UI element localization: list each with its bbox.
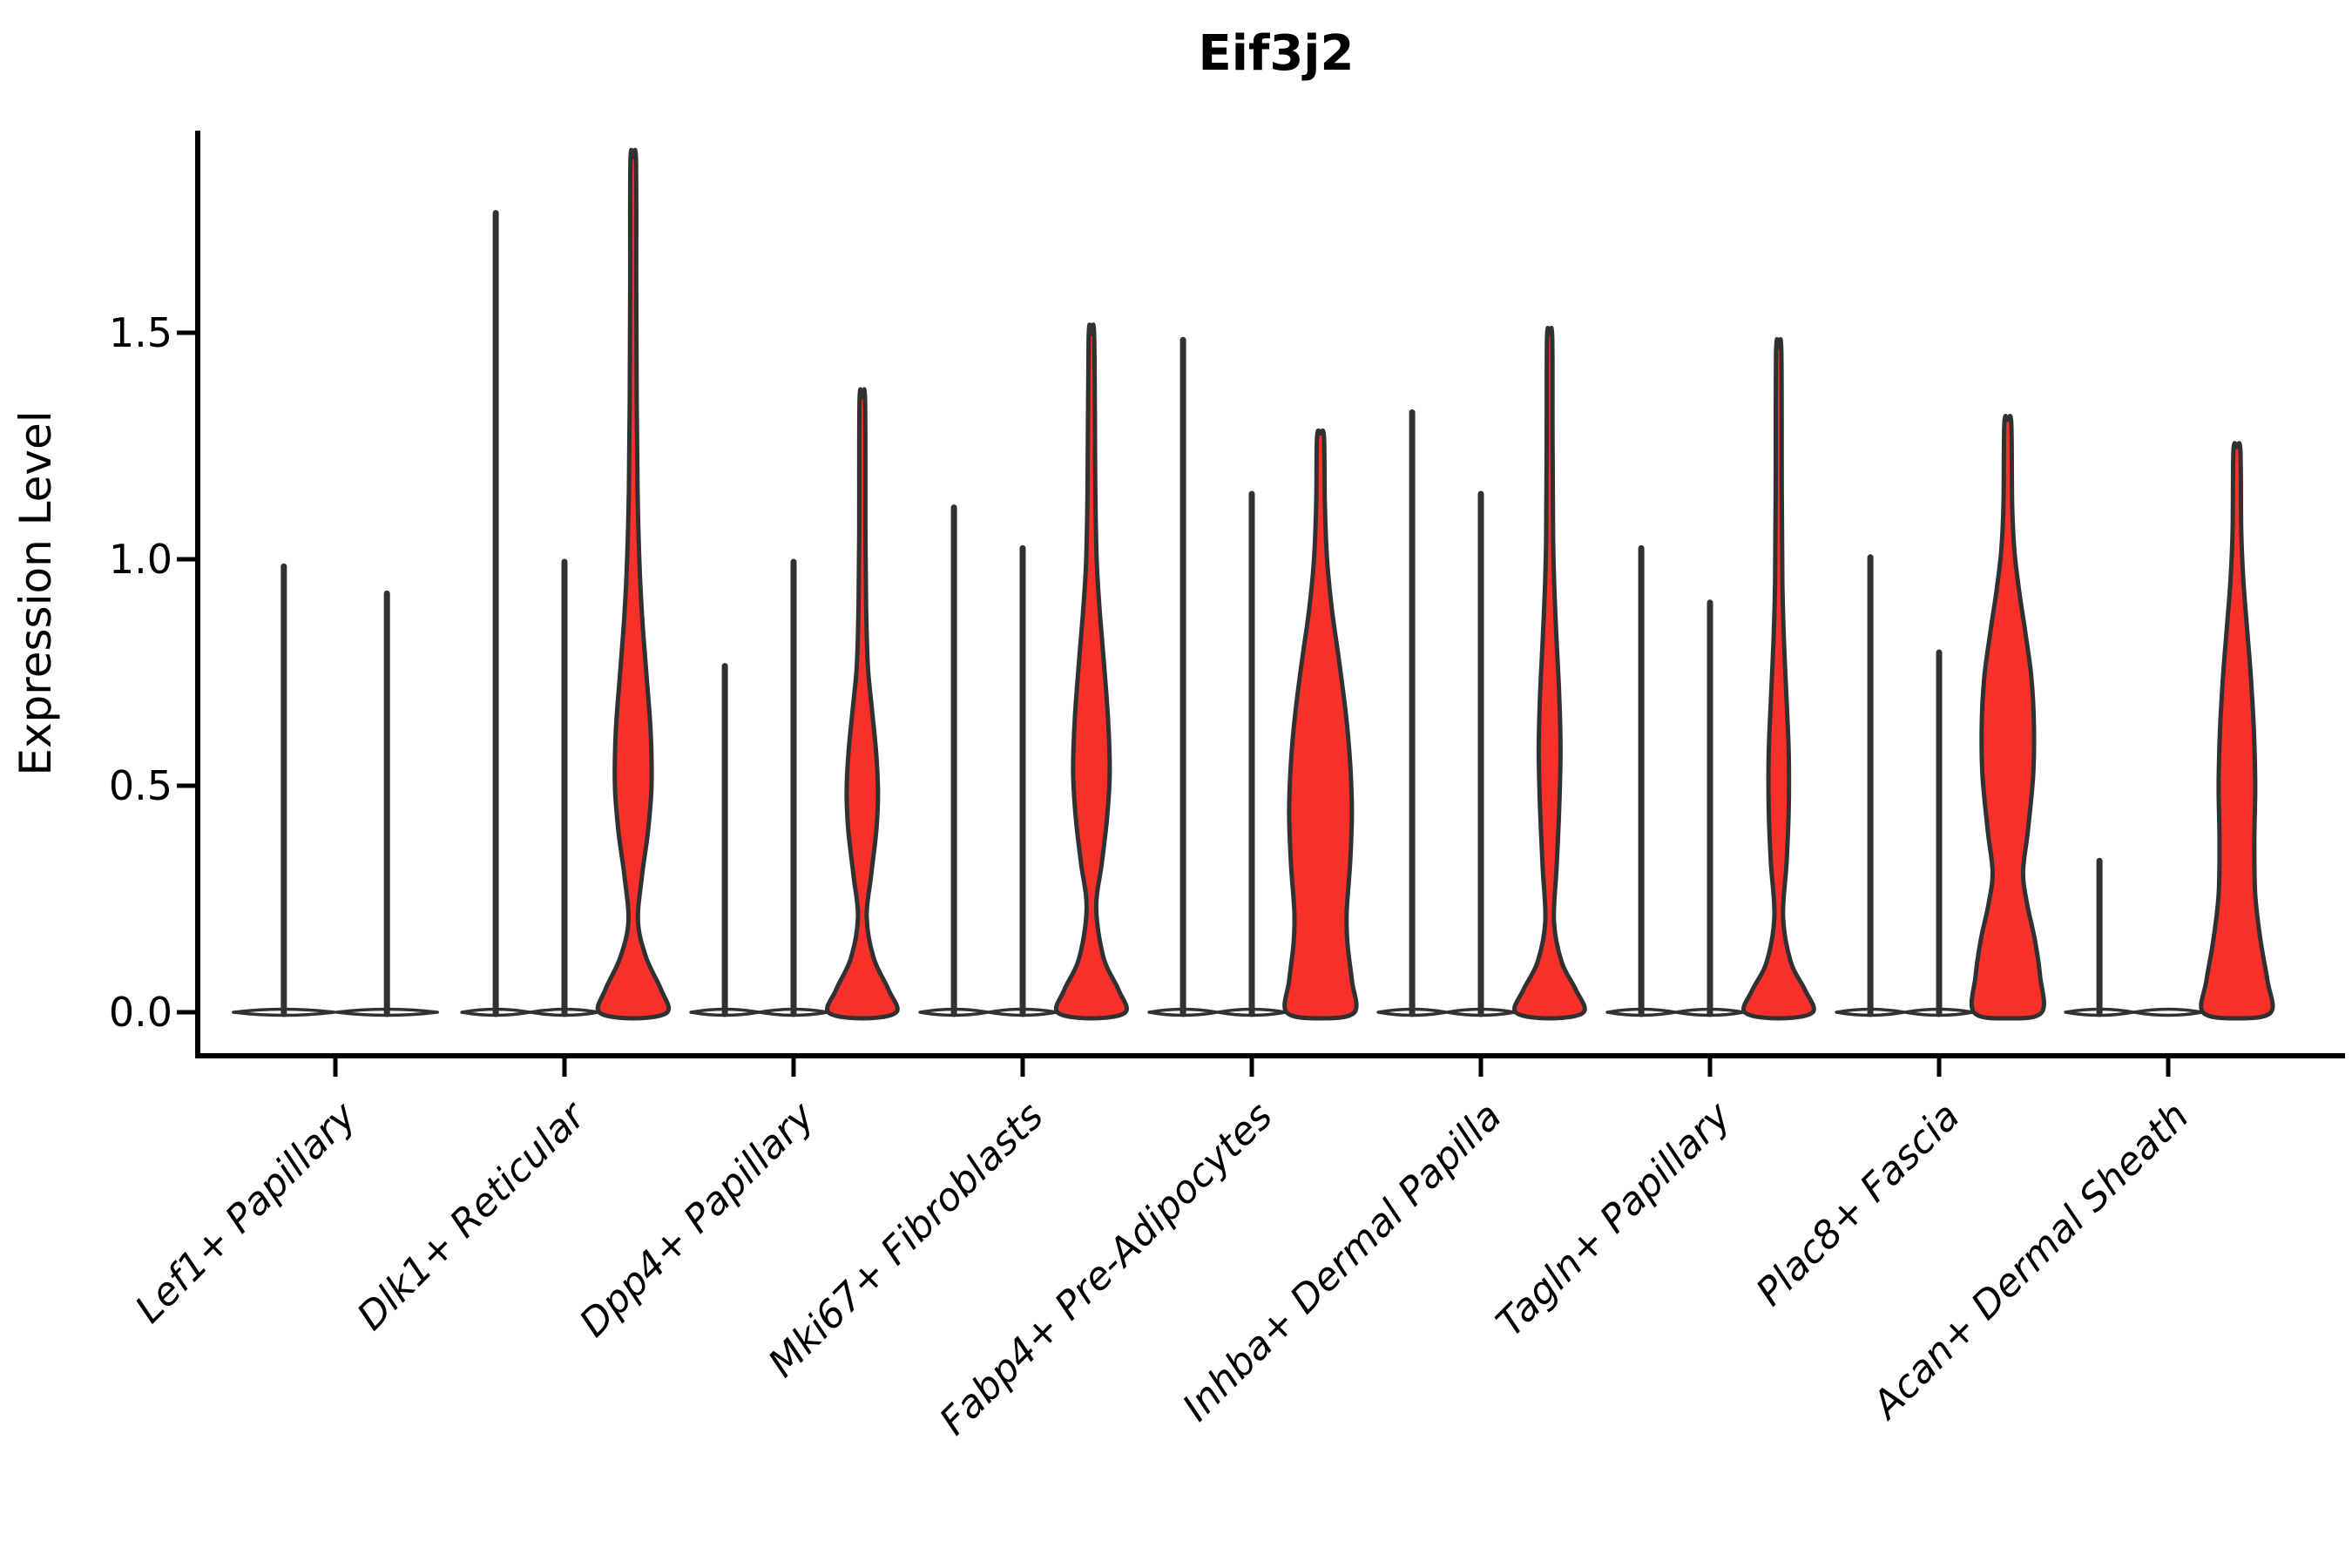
x-tick-label-tagln-papillary: Tagln+ Papillary xyxy=(1488,1093,1740,1345)
violin-plac8-fascia-2-body xyxy=(1969,414,2046,1021)
plot-title: Eif3j2 xyxy=(1199,25,1355,82)
y-tick-label-0.0: 0.0 xyxy=(109,989,172,1036)
violin-mki67-fibroblasts-2-body xyxy=(1053,322,1129,1021)
violin-dlk1-reticular-2-body xyxy=(595,147,672,1021)
violin-acan-dermal-sheath-2-body xyxy=(2199,441,2275,1021)
y-tick-label-1.0: 1.0 xyxy=(109,536,172,583)
violin-tagln-papillary-2-body xyxy=(1741,336,1816,1021)
x-tick-label-lef1-papillary: Lef1+ Papillary xyxy=(127,1093,366,1332)
violin-inhba-dermal-papilla-2-body xyxy=(1512,325,1587,1021)
x-tick-label-plac8-fascia: Plac8+ Fascia xyxy=(1747,1094,1968,1315)
y-axis-label: Expression Level xyxy=(10,410,61,775)
violin-dpp4-papillary-2-body xyxy=(825,387,900,1021)
y-tick-label-0.5: 0.5 xyxy=(109,762,172,809)
violin-fabp4-pre-adipocytes-2-body xyxy=(1282,428,1359,1021)
y-tick-label-1.5: 1.5 xyxy=(109,309,172,356)
violins-layer xyxy=(232,147,2275,1021)
x-tick-label-dpp4-papillary: Dpp4+ Papillary xyxy=(571,1093,824,1346)
x-tick-label-dlk1-reticular: Dlk1+ Reticular xyxy=(348,1092,595,1339)
violin-acan-dermal-sheath-1-base xyxy=(2132,1007,2204,1017)
